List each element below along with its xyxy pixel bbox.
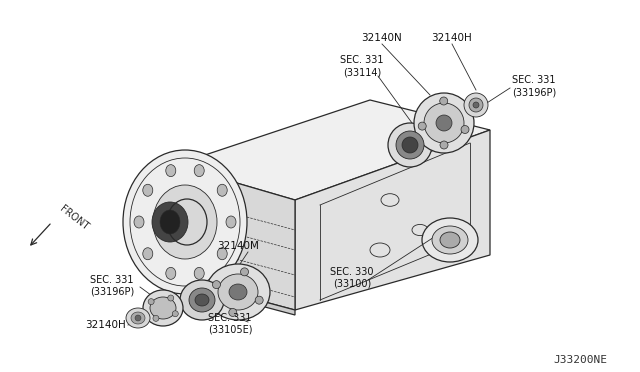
Ellipse shape (228, 308, 237, 317)
Ellipse shape (229, 284, 247, 300)
Ellipse shape (189, 288, 215, 312)
Text: (33196P): (33196P) (512, 87, 556, 97)
Ellipse shape (166, 267, 176, 279)
Ellipse shape (153, 185, 217, 259)
Polygon shape (295, 130, 490, 310)
Ellipse shape (150, 297, 176, 319)
Ellipse shape (424, 103, 464, 143)
Ellipse shape (180, 280, 224, 320)
Polygon shape (175, 278, 295, 315)
Ellipse shape (218, 274, 258, 310)
Text: (33196P): (33196P) (90, 287, 134, 297)
Ellipse shape (396, 131, 424, 159)
Text: SEC. 331: SEC. 331 (208, 313, 252, 323)
Ellipse shape (212, 280, 220, 289)
Ellipse shape (402, 137, 418, 153)
Text: SEC. 331: SEC. 331 (512, 75, 556, 85)
Ellipse shape (217, 248, 227, 260)
Text: (33114): (33114) (343, 67, 381, 77)
Ellipse shape (464, 93, 488, 117)
Ellipse shape (152, 202, 188, 242)
Polygon shape (175, 165, 295, 310)
Ellipse shape (143, 184, 153, 196)
Ellipse shape (440, 232, 460, 248)
Ellipse shape (422, 218, 478, 262)
Text: SEC. 330: SEC. 330 (330, 267, 374, 277)
Text: FRONT: FRONT (58, 204, 90, 232)
Ellipse shape (418, 122, 426, 130)
Ellipse shape (143, 290, 183, 326)
Ellipse shape (440, 141, 448, 149)
Ellipse shape (126, 308, 150, 328)
Ellipse shape (255, 296, 263, 304)
Text: 32140N: 32140N (362, 33, 403, 43)
Ellipse shape (388, 123, 432, 167)
Text: (33105E): (33105E) (208, 325, 252, 335)
Ellipse shape (172, 311, 179, 317)
Text: 32140H: 32140H (86, 320, 126, 330)
Ellipse shape (461, 125, 469, 134)
Ellipse shape (168, 295, 174, 301)
Ellipse shape (226, 216, 236, 228)
Ellipse shape (143, 248, 153, 260)
Ellipse shape (440, 97, 448, 105)
Ellipse shape (436, 115, 452, 131)
Ellipse shape (241, 268, 248, 276)
Ellipse shape (134, 216, 144, 228)
Ellipse shape (206, 264, 270, 320)
Ellipse shape (194, 165, 204, 177)
Text: 32140H: 32140H (431, 33, 472, 43)
Ellipse shape (153, 315, 159, 321)
Ellipse shape (166, 165, 176, 177)
Ellipse shape (195, 294, 209, 306)
Ellipse shape (160, 210, 180, 234)
Ellipse shape (432, 226, 468, 254)
Ellipse shape (473, 102, 479, 108)
Ellipse shape (148, 299, 154, 305)
Ellipse shape (194, 267, 204, 279)
Ellipse shape (414, 93, 474, 153)
Ellipse shape (131, 312, 145, 324)
Ellipse shape (469, 98, 483, 112)
Ellipse shape (217, 184, 227, 196)
Text: SEC. 331: SEC. 331 (340, 55, 384, 65)
Ellipse shape (135, 315, 141, 321)
Text: (33100): (33100) (333, 279, 371, 289)
Text: J33200NE: J33200NE (553, 355, 607, 365)
Text: SEC. 331: SEC. 331 (90, 275, 134, 285)
Text: 32140M: 32140M (217, 241, 259, 251)
Ellipse shape (123, 150, 247, 294)
Polygon shape (175, 100, 490, 200)
